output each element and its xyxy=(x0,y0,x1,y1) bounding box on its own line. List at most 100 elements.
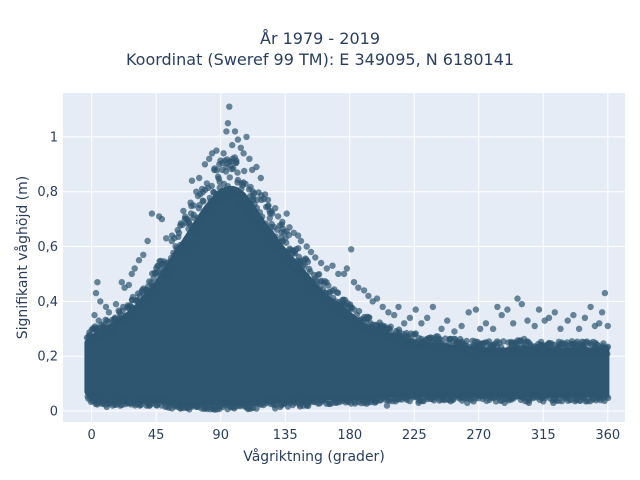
scatter-point-106 xyxy=(129,313,136,320)
scatter-point-1261 xyxy=(264,196,272,204)
scatter-point-1281 xyxy=(350,279,358,286)
scatter-point-1231 xyxy=(163,235,170,242)
scatter-point-836 xyxy=(442,391,450,398)
scatter-point-1301 xyxy=(465,309,472,316)
scatter-point-1329 xyxy=(117,402,124,409)
scatter-point-1226 xyxy=(140,251,147,258)
scatter-point-502 xyxy=(299,268,307,275)
scatter-point-513 xyxy=(304,258,312,265)
x-axis-ticks: 0 45 90 135 180 225 270 315 360 xyxy=(88,428,621,443)
scatter-point-268 xyxy=(199,217,206,224)
scatter-point-358 xyxy=(237,202,244,210)
chart-title-line-2: Koordinat (Sweref 99 TM): E 349095, N 61… xyxy=(125,50,515,69)
scatter-point-724 xyxy=(395,326,403,333)
scatter-point-1325 xyxy=(596,320,603,327)
scatter-point-61 xyxy=(109,322,116,330)
scatter-point-1331 xyxy=(177,405,184,412)
scatter-point-1264 xyxy=(274,213,282,220)
scatter-point-487 xyxy=(293,269,300,277)
scatter-point-1256 xyxy=(246,155,253,162)
x-tick-label-8: 360 xyxy=(595,428,620,443)
scatter-point-1287 xyxy=(379,303,386,311)
scatter-point-591 xyxy=(338,308,345,316)
chart-title: År 1979 - 2019 Koordinat (Sweref 99 TM):… xyxy=(0,28,640,70)
scatter-point-244 xyxy=(188,238,195,245)
scatter-point-294 xyxy=(210,202,218,209)
scatter-point-1308 xyxy=(504,306,511,313)
scatter-point-367 xyxy=(242,180,249,188)
scatter-point-1307 xyxy=(498,311,505,319)
scatter-point-1339 xyxy=(415,399,422,406)
scatter-point-622 xyxy=(350,306,358,313)
y-axis-title: Signifikant våghöjd (m) xyxy=(14,176,31,339)
scatter-point-1321 xyxy=(575,325,583,332)
x-tick-label-7: 315 xyxy=(531,428,556,443)
scatter-point-1248 xyxy=(224,120,232,127)
x-axis-title: Vågriktning (grader) xyxy=(243,448,385,465)
scatter-point-1284 xyxy=(365,292,372,300)
scatter-point-937 xyxy=(487,351,494,358)
scatter-point-1334 xyxy=(272,405,279,412)
scatter-point-1213 xyxy=(92,289,100,297)
scatter-point-583 xyxy=(334,289,342,297)
scatter-point-1311 xyxy=(518,300,525,308)
scatter-point-409 xyxy=(258,213,266,220)
scatter-point-1241 xyxy=(201,161,209,168)
scatter-point-1300 xyxy=(458,322,465,330)
scatter-point-538 xyxy=(315,271,323,278)
scatter-point-1327 xyxy=(601,289,609,297)
scatter-point-1222 xyxy=(125,281,133,289)
scatter-point-331 xyxy=(226,174,233,181)
scatter-point-291 xyxy=(209,210,216,218)
x-tick-label-1: 45 xyxy=(148,428,165,443)
scatter-point-468 xyxy=(285,231,293,239)
scatter-point-1244 xyxy=(213,147,220,154)
scatter-point-1271 xyxy=(303,243,310,250)
scatter-point-1319 xyxy=(564,317,571,324)
scatter-point-1223 xyxy=(128,270,135,278)
scatter-point-1220 xyxy=(118,279,126,286)
scatter-point-1233 xyxy=(174,226,181,234)
scatter-point-713 xyxy=(389,391,397,398)
scatter-point-1224 xyxy=(131,265,138,272)
scatter-point-1342 xyxy=(501,399,508,406)
x-tick-label-2: 90 xyxy=(212,428,229,443)
scatter-point-1266 xyxy=(283,210,290,217)
scatter-point-445 xyxy=(275,243,283,250)
scatter-point-339 xyxy=(230,165,237,172)
scatter-point-1275 xyxy=(323,265,330,272)
scatter-point-300 xyxy=(213,167,220,174)
scatter-point-157 xyxy=(150,283,157,290)
y-tick-label-2: 0,4 xyxy=(37,295,58,310)
scatter-point-1291 xyxy=(401,320,408,327)
scatter-point-1235 xyxy=(183,215,190,223)
scatter-point-1250 xyxy=(229,141,236,149)
scatter-point-1312 xyxy=(524,317,531,324)
scatter-point-322 xyxy=(222,168,230,175)
scatter-point-1227 xyxy=(144,237,151,245)
scatter-point-1296 xyxy=(429,303,437,311)
scatter-point-1267 xyxy=(286,224,293,231)
scatter-point-16 xyxy=(90,334,97,342)
y-tick-label-5: 1 xyxy=(50,130,58,145)
scatter-point-631 xyxy=(355,307,363,315)
scatter-point-301 xyxy=(212,190,220,198)
scatter-point-1283 xyxy=(360,287,368,294)
scatter-point-376 xyxy=(245,204,253,211)
scatter-point-1214 xyxy=(97,298,104,305)
scatter-point-189 xyxy=(164,271,172,278)
scatter-point-1292 xyxy=(406,314,414,321)
scatter-point-1323 xyxy=(587,303,594,311)
scatter-point-262 xyxy=(195,205,202,212)
scatter-point-168 xyxy=(155,281,163,288)
x-tick-label-4: 180 xyxy=(337,428,362,443)
scatter-point-1333 xyxy=(246,405,253,412)
scatter-point-1255 xyxy=(243,133,250,141)
scatter-point-1230 xyxy=(158,215,166,223)
scatter-point-1282 xyxy=(355,284,362,291)
scatter-point-1252 xyxy=(234,136,242,143)
scatter-point-1302 xyxy=(472,306,480,313)
scatter-point-1340 xyxy=(441,396,448,404)
scatter-point-1279 xyxy=(343,265,351,272)
scatter-point-1305 xyxy=(489,325,497,332)
